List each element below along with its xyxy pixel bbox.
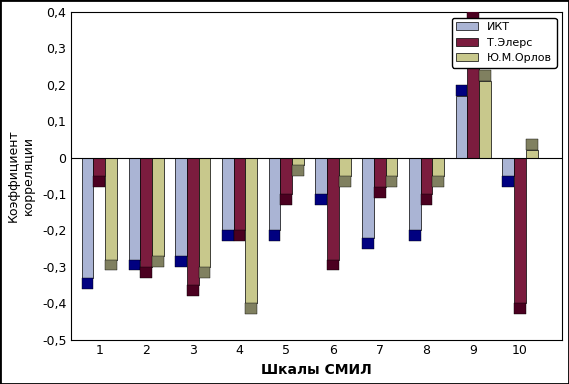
Bar <box>526 139 538 150</box>
Bar <box>105 260 117 270</box>
Bar <box>362 157 374 238</box>
Bar <box>140 267 152 278</box>
Bar <box>502 157 514 176</box>
Bar <box>339 176 351 187</box>
Bar <box>526 150 538 157</box>
Bar <box>269 230 281 241</box>
Bar <box>374 187 386 198</box>
Bar <box>93 157 105 176</box>
Bar <box>152 256 163 267</box>
Bar <box>152 157 163 256</box>
Bar <box>456 96 467 157</box>
Bar <box>432 157 444 176</box>
Bar <box>467 19 479 157</box>
Bar <box>175 157 187 256</box>
Bar <box>292 165 304 176</box>
Bar <box>281 157 292 194</box>
Y-axis label: Коэффициент
корреляции: Коэффициент корреляции <box>7 129 35 222</box>
Bar <box>105 157 117 260</box>
Bar <box>245 157 257 303</box>
Bar <box>479 81 491 157</box>
Bar <box>420 157 432 194</box>
Bar <box>374 157 386 187</box>
Bar <box>175 256 187 267</box>
Bar <box>339 157 351 176</box>
Bar <box>315 157 327 194</box>
Bar <box>187 157 199 285</box>
Bar <box>409 230 420 241</box>
Bar <box>281 194 292 205</box>
Bar <box>315 194 327 205</box>
Bar <box>82 278 93 289</box>
Bar <box>467 8 479 19</box>
X-axis label: Шкалы СМИЛ: Шкалы СМИЛ <box>261 363 372 377</box>
Bar <box>234 157 245 230</box>
Bar <box>362 238 374 248</box>
Legend: ИКТ, Т.Элерс, Ю.М.Орлов: ИКТ, Т.Элерс, Ю.М.Орлов <box>451 18 556 68</box>
Bar <box>420 194 432 205</box>
Bar <box>386 157 397 176</box>
Bar <box>386 176 397 187</box>
Bar <box>327 157 339 260</box>
Bar <box>409 157 420 230</box>
Bar <box>269 157 281 230</box>
Bar <box>479 70 491 81</box>
Bar <box>514 303 526 314</box>
Bar <box>327 260 339 270</box>
Bar <box>199 267 211 278</box>
Bar <box>82 157 93 278</box>
Bar <box>245 303 257 314</box>
Bar <box>514 157 526 303</box>
Bar <box>456 85 467 96</box>
Bar <box>222 230 234 241</box>
Bar <box>93 176 105 187</box>
Bar <box>234 230 245 241</box>
Bar <box>140 157 152 267</box>
Bar <box>432 176 444 187</box>
Bar <box>187 285 199 296</box>
Bar <box>129 260 140 270</box>
Bar <box>129 157 140 260</box>
Bar <box>199 157 211 267</box>
Bar <box>292 157 304 165</box>
Bar <box>222 157 234 230</box>
Bar <box>502 176 514 187</box>
